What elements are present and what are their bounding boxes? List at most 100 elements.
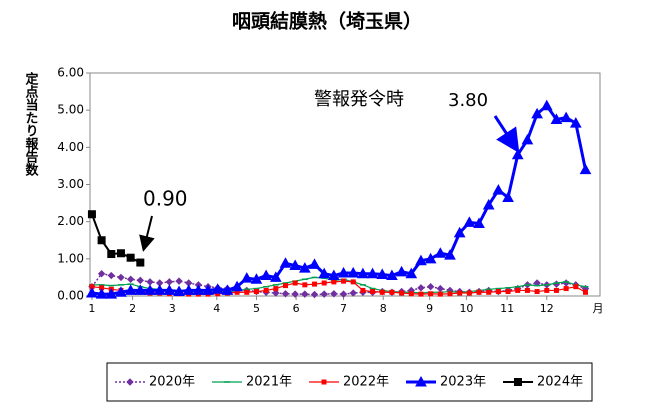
legend-label: 2020年 bbox=[149, 375, 195, 390]
marker bbox=[182, 284, 195, 295]
marker bbox=[292, 280, 298, 286]
marker bbox=[360, 287, 366, 293]
marker bbox=[253, 289, 259, 295]
y-tick-label: 2.00 bbox=[57, 214, 84, 228]
marker bbox=[144, 284, 156, 295]
marker bbox=[544, 287, 550, 293]
marker bbox=[447, 291, 453, 297]
marker bbox=[437, 291, 443, 297]
marker bbox=[341, 278, 347, 284]
marker bbox=[163, 284, 176, 295]
marker bbox=[192, 284, 205, 295]
marker bbox=[263, 287, 269, 293]
marker bbox=[308, 258, 321, 269]
marker bbox=[231, 280, 243, 292]
marker bbox=[260, 269, 272, 281]
marker bbox=[386, 269, 398, 281]
marker bbox=[107, 250, 116, 259]
y-tick-label: 1.00 bbox=[57, 251, 84, 265]
marker bbox=[579, 163, 592, 175]
x-unit-label: 月 bbox=[593, 302, 604, 315]
marker bbox=[202, 284, 214, 295]
marker bbox=[426, 283, 435, 291]
marker bbox=[482, 198, 495, 210]
marker bbox=[310, 290, 319, 299]
marker bbox=[349, 289, 357, 297]
marker bbox=[321, 379, 327, 385]
marker bbox=[321, 280, 327, 286]
x-tick-label: 9 bbox=[426, 302, 433, 315]
marker bbox=[136, 258, 145, 267]
marker bbox=[415, 375, 427, 387]
marker bbox=[463, 216, 476, 227]
x-tick-label: 11 bbox=[500, 302, 514, 315]
marker bbox=[301, 290, 309, 298]
marker bbox=[320, 290, 328, 298]
annotation-arrow bbox=[493, 115, 520, 154]
marker bbox=[540, 99, 553, 111]
y-tick-label: 5.00 bbox=[57, 103, 84, 117]
x-tick-label: 1 bbox=[88, 302, 95, 315]
marker bbox=[269, 271, 282, 282]
marker bbox=[514, 378, 522, 386]
marker bbox=[87, 210, 96, 219]
marker bbox=[495, 289, 501, 295]
marker bbox=[272, 289, 280, 297]
legend-label: 2023年 bbox=[440, 375, 486, 390]
marker bbox=[560, 111, 572, 123]
legend-label: 2022年 bbox=[343, 375, 389, 390]
marker bbox=[515, 287, 521, 293]
marker bbox=[505, 289, 511, 295]
marker bbox=[134, 284, 147, 295]
x-tick-label: 2 bbox=[129, 302, 136, 315]
marker bbox=[282, 283, 288, 289]
marker bbox=[211, 283, 224, 294]
marker bbox=[453, 226, 466, 238]
marker bbox=[175, 277, 183, 285]
marker bbox=[553, 287, 559, 293]
marker bbox=[417, 284, 425, 292]
y-axis-label: 定点当たり報告数 bbox=[23, 71, 40, 177]
x-tick-label: 8 bbox=[380, 302, 387, 315]
marker bbox=[521, 133, 534, 145]
marker bbox=[573, 284, 579, 290]
marker bbox=[415, 254, 427, 266]
y-tick-label: 3.00 bbox=[57, 177, 84, 191]
x-tick-label: 4 bbox=[213, 302, 220, 315]
x-tick-label: 3 bbox=[169, 302, 176, 315]
marker bbox=[126, 378, 134, 386]
marker bbox=[476, 289, 482, 295]
marker bbox=[126, 253, 135, 262]
marker bbox=[376, 268, 389, 279]
annotation: 0.90 bbox=[143, 187, 188, 211]
marker bbox=[97, 269, 106, 278]
marker bbox=[339, 290, 348, 298]
marker bbox=[473, 217, 485, 229]
marker bbox=[408, 291, 414, 297]
x-tick-label: 10 bbox=[459, 302, 473, 315]
marker bbox=[347, 266, 360, 278]
marker bbox=[279, 257, 292, 268]
marker bbox=[531, 107, 543, 119]
marker bbox=[399, 290, 405, 296]
marker bbox=[418, 291, 424, 297]
marker bbox=[95, 288, 108, 299]
marker bbox=[434, 247, 447, 258]
marker bbox=[115, 286, 127, 297]
y-tick-label: 0.00 bbox=[57, 289, 84, 303]
marker bbox=[302, 282, 308, 288]
marker bbox=[502, 191, 514, 203]
marker bbox=[366, 267, 379, 279]
marker bbox=[330, 290, 338, 298]
annotation-arrow bbox=[139, 215, 155, 252]
marker bbox=[86, 286, 98, 298]
marker bbox=[116, 249, 125, 258]
x-tick-label: 7 bbox=[340, 302, 347, 315]
marker bbox=[173, 285, 185, 297]
marker bbox=[466, 290, 472, 296]
marker bbox=[337, 266, 350, 278]
marker bbox=[405, 267, 418, 279]
